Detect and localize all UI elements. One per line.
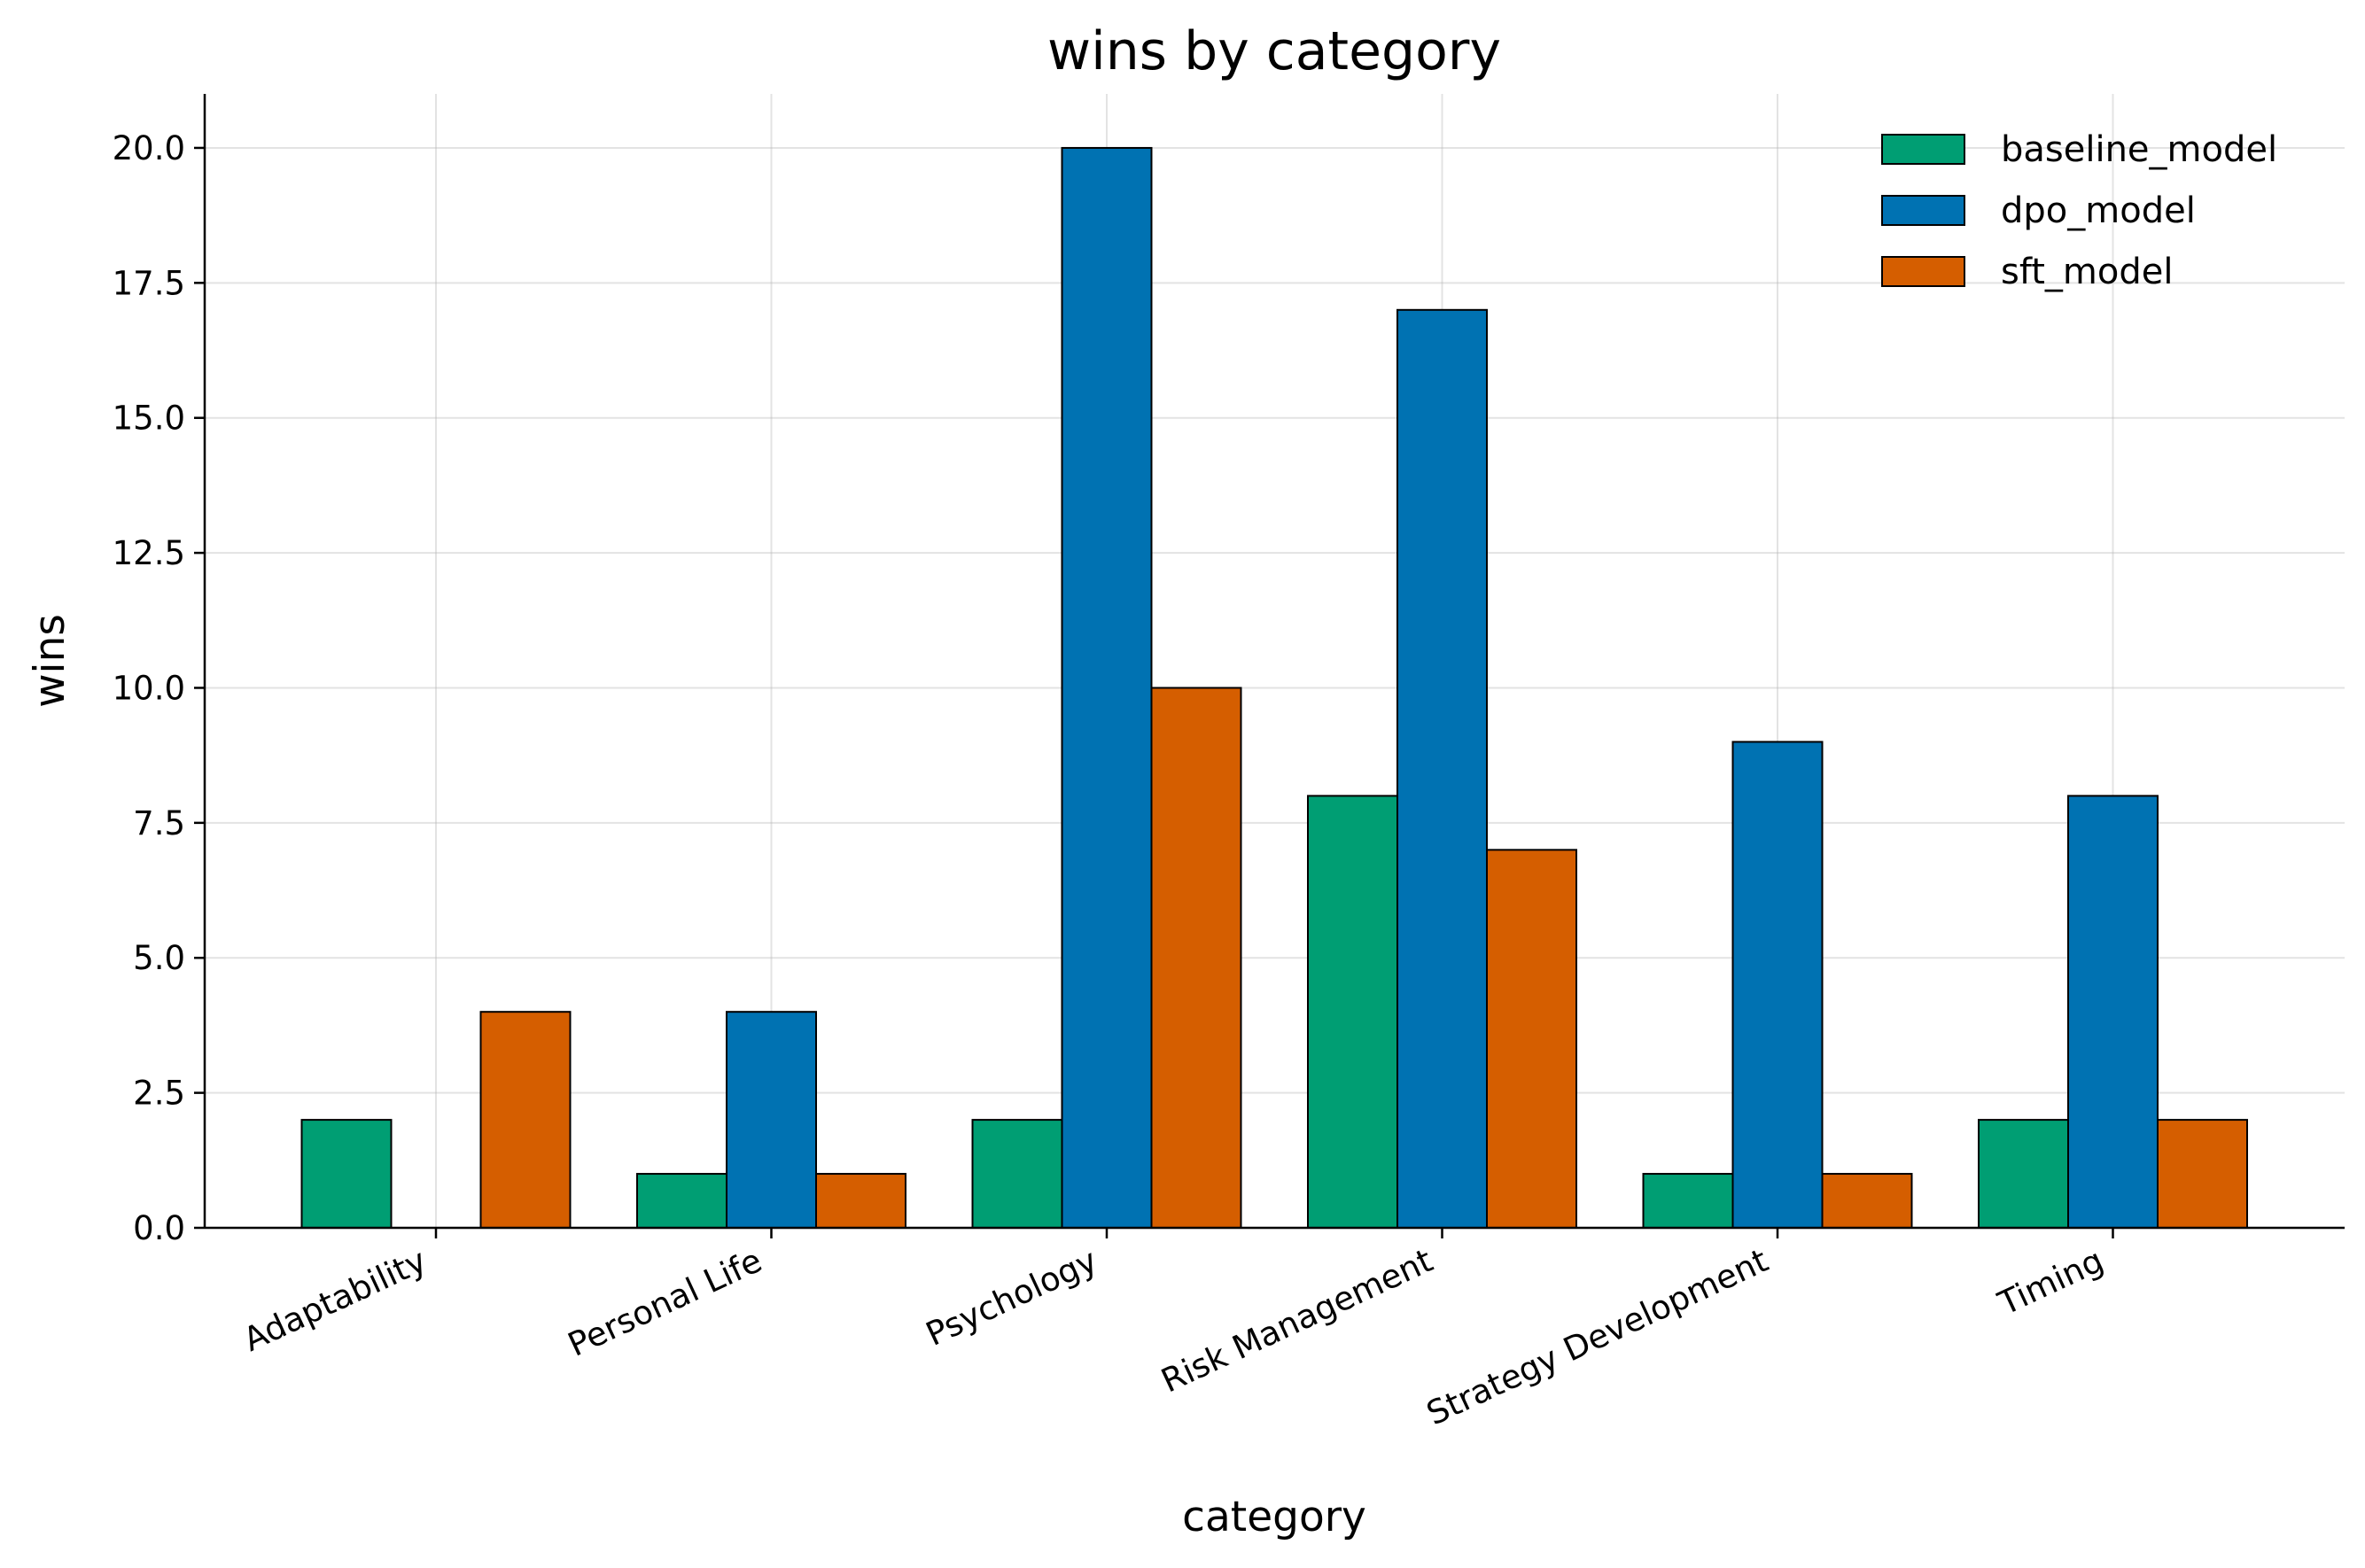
x-tick-label: Adaptability — [237, 1241, 432, 1359]
legend: baseline_model dpo_model sft_model — [1881, 129, 2277, 292]
bar-dpo_model-personal-life — [726, 1011, 817, 1229]
bar-baseline_model-risk-management — [1307, 795, 1398, 1230]
x-tick-label: Psychology — [921, 1241, 1103, 1354]
y-tick-label: 12.5 — [113, 534, 185, 572]
y-tick-label: 15.0 — [113, 400, 185, 438]
x-tick-label: Personal Life — [562, 1241, 767, 1364]
y-tick-label: 20.0 — [113, 129, 185, 167]
bar-sft_model-adaptability — [479, 1011, 572, 1229]
legend-label: baseline_model — [2001, 129, 2277, 170]
x-tick-label: Risk Management — [1155, 1241, 1438, 1400]
bar-baseline_model-adaptability — [300, 1119, 393, 1229]
y-tick-label: 0.0 — [133, 1209, 185, 1247]
y-tick-label: 17.5 — [113, 264, 185, 302]
bar-baseline_model-timing — [1978, 1119, 2069, 1229]
bar-baseline_model-psychology — [971, 1119, 1063, 1229]
bar-dpo_model-risk-management — [1396, 308, 1488, 1229]
y-tick-label: 5.0 — [133, 939, 185, 977]
legend-label: sft_model — [2001, 252, 2173, 292]
x-axis-label: category — [1182, 1493, 1366, 1541]
bar-sft_model-psychology — [1150, 687, 1242, 1229]
bar-baseline_model-personal-life — [636, 1173, 727, 1229]
bar-sft_model-timing — [2157, 1119, 2248, 1229]
legend-label: dpo_model — [2001, 190, 2196, 231]
bar-dpo_model-psychology — [1061, 146, 1153, 1229]
y-tick-label: 10.0 — [113, 669, 185, 707]
y-axis-label: wins — [26, 614, 74, 708]
y-tick-label: 2.5 — [133, 1075, 185, 1113]
legend-swatch-baseline_model — [1881, 134, 1965, 165]
bar-dpo_model-timing — [2067, 795, 2159, 1230]
bar-sft_model-strategy-development — [1821, 1173, 1913, 1229]
x-tick-label: Timing — [1992, 1241, 2109, 1323]
legend-swatch-dpo_model — [1881, 195, 1965, 226]
bars — [300, 146, 2248, 1230]
legend-swatch-sft_model — [1881, 256, 1965, 287]
y-tick-label: 7.5 — [133, 804, 185, 842]
x-tick-label: Strategy Development — [1421, 1241, 1774, 1432]
bar-sft_model-risk-management — [1486, 849, 1577, 1229]
chart-title: wins by category — [1047, 20, 1501, 82]
bar-sft_model-personal-life — [815, 1173, 906, 1229]
bar-baseline_model-strategy-development — [1642, 1173, 1734, 1229]
bar-dpo_model-strategy-development — [1731, 741, 1824, 1229]
